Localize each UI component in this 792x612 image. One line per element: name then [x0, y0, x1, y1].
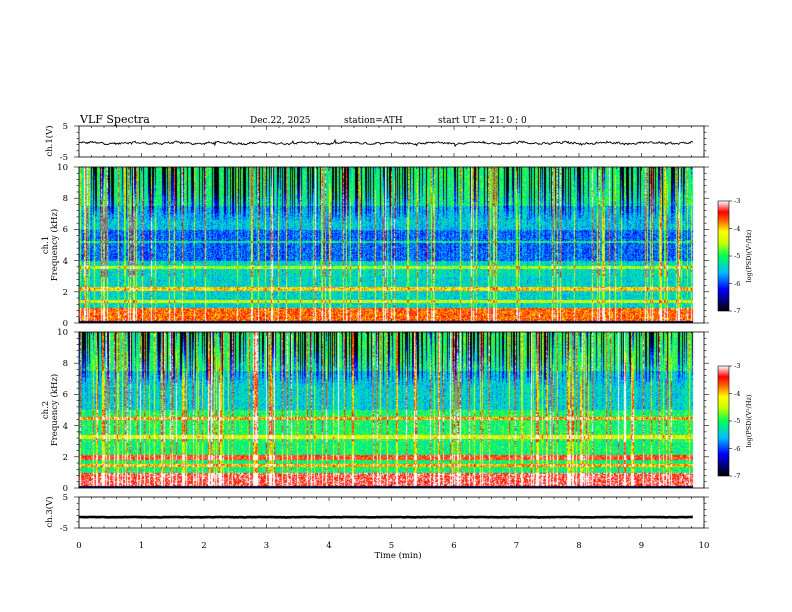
xtick-8: 8 [576, 541, 581, 551]
cb1-tick-n5: -5 [734, 252, 740, 260]
time-axis-tick-labels: 0 1 2 3 4 5 6 7 8 9 10 [76, 541, 709, 551]
xtick-10: 10 [699, 541, 710, 551]
ch1-voltage-ylabel: ch.1(V) [44, 125, 55, 156]
cb1-tick-n7: -7 [734, 307, 740, 315]
cb2-tick-n4: -4 [734, 390, 740, 398]
cb2-tick-n3: -3 [734, 362, 740, 370]
xtick-7: 7 [514, 541, 519, 551]
ch1-waveform-ticks [74, 125, 709, 158]
ch1-spectrogram-ticks [74, 166, 709, 324]
ch1-spectrogram-heatmap [79, 167, 704, 323]
ch3-waveform-panel: 5 -5 ch.3(V) [44, 493, 709, 534]
xtick-4: 4 [326, 541, 331, 551]
ch1-channel-label: ch.1 [41, 236, 51, 254]
ch3-waveform-ticks [74, 496, 709, 529]
ch1-ytick-bottom: -5 [60, 153, 68, 163]
ch1-spectrogram-panel: 0 2 4 6 8 10 ch.1 Frequency (kHz) -3 -4 … [41, 163, 753, 329]
time-axis-xlabel: Time (min) [374, 550, 421, 561]
cb1-tick-n4: -4 [734, 225, 740, 233]
cb2-tick-n5: -5 [734, 417, 740, 425]
ch1-waveform-line [78, 138, 694, 148]
cb1-tick-n3: -3 [734, 197, 740, 205]
ch2-spectrogram-panel: 0 2 4 6 8 10 ch.2 Frequency (kHz) -3 -4 … [41, 328, 753, 494]
ch2-ytick-0: 0 [63, 484, 68, 494]
xtick-9: 9 [639, 541, 644, 551]
xtick-5: 5 [389, 541, 394, 551]
ch1-waveform-panel: 5 -5 ch.1(V) [44, 122, 709, 163]
ch2-frequency-ylabel: Frequency (kHz) [49, 374, 60, 446]
ch2-colorbar: -3 -4 -5 -6 -7 log(PSD)(V²/Hz) [717, 362, 753, 480]
ch3-ytick-top: 5 [63, 493, 68, 503]
ch1-frequency-ytick-labels: 0 2 4 6 8 10 [57, 163, 68, 329]
ch1-ytick-6: 6 [63, 225, 68, 235]
ch2-channel-label: ch.2 [41, 401, 51, 419]
xtick-6: 6 [451, 541, 456, 551]
cb1-tick-n6: -6 [734, 280, 740, 288]
ch1-ytick-8: 8 [63, 194, 68, 204]
ch2-spectrogram-ticks [74, 331, 709, 489]
cb1-label: log(PSD)(V²/Hz) [745, 229, 753, 282]
chart-title: VLF Spectra [79, 113, 150, 126]
ch3-ytick-bottom: -5 [60, 524, 68, 534]
ch1-colorbar: -3 -4 -5 -6 -7 log(PSD)(V²/Hz) [717, 197, 753, 315]
start-time-label: start UT = 21: 0 : 0 [438, 116, 527, 126]
ch1-spectrogram-image [79, 167, 704, 323]
ch1-ytick-0: 0 [63, 319, 68, 329]
ch2-ytick-8: 8 [63, 359, 68, 369]
ch1-ytick-top: 5 [63, 122, 68, 132]
ch1-ytick-2: 2 [63, 288, 68, 298]
station-label: station=ATH [344, 116, 403, 126]
ch2-ytick-6: 6 [63, 390, 68, 400]
xtick-0: 0 [76, 541, 81, 551]
ch2-ytick-10: 10 [57, 328, 68, 338]
xtick-2: 2 [201, 541, 206, 551]
ch2-spectrogram-image [79, 332, 704, 488]
ch3-waveform-line [79, 515, 693, 519]
ch2-frequency-ytick-labels: 0 2 4 6 8 10 [57, 328, 68, 494]
ch3-voltage-ylabel: ch.3(V) [44, 496, 55, 527]
cb2-tick-n6: -6 [734, 445, 740, 453]
cb2-label: log(PSD)(V²/Hz) [745, 394, 753, 447]
cb2-tick-n7: -7 [734, 472, 740, 480]
xtick-3: 3 [264, 541, 269, 551]
ch2-ytick-4: 4 [63, 422, 68, 432]
ch2-spectrogram-heatmap [79, 332, 704, 488]
ch1-frequency-ylabel: Frequency (kHz) [49, 209, 60, 281]
ch2-ytick-2: 2 [63, 453, 68, 463]
date-label: Dec.22, 2025 [250, 116, 311, 126]
ch1-ytick-4: 4 [63, 257, 68, 267]
xtick-1: 1 [139, 541, 144, 551]
ch1-ytick-10: 10 [57, 163, 68, 173]
